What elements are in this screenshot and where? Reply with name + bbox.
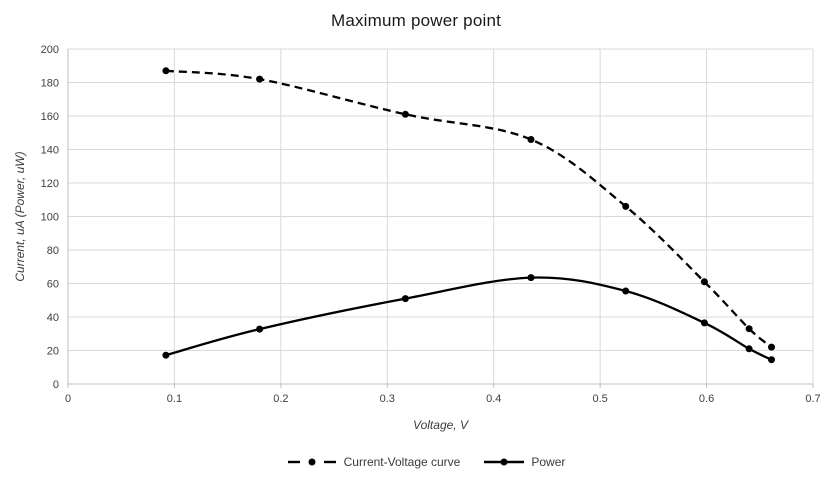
data-point-marker [768, 356, 775, 364]
data-point-marker [401, 110, 409, 118]
y-tick-label: 60 [47, 279, 59, 291]
legend: Current-Voltage curve Power [10, 451, 832, 473]
data-point-marker [162, 351, 170, 359]
x-tick-label: 0.2 [273, 393, 288, 405]
legend-label-current-voltage: Current-Voltage curve [343, 455, 461, 469]
x-tick-label: 0.1 [167, 393, 182, 405]
data-point-marker [700, 278, 708, 286]
y-tick-label: 180 [41, 78, 59, 90]
data-point-marker [401, 295, 409, 303]
y-tick-label: 100 [41, 212, 59, 224]
x-tick-label: 0.5 [592, 393, 607, 405]
x-tick-label: 0.6 [699, 393, 714, 405]
x-tick-label: 0 [65, 393, 71, 405]
series-line-0 [165, 69, 773, 349]
x-axis-title: Voltage, V [413, 418, 469, 432]
x-tick-label: 0.7 [805, 393, 820, 405]
data-point-marker [745, 325, 753, 333]
data-point-marker [527, 136, 535, 143]
series-line-1 [165, 276, 773, 361]
data-point-marker [162, 67, 170, 75]
data-point-marker [768, 343, 775, 351]
y-tick-label: 0 [53, 379, 59, 391]
y-tick-label: 40 [47, 312, 59, 324]
solid-line-marker-icon [484, 458, 525, 466]
legend-item-current-voltage[interactable]: Current-Voltage curve [287, 455, 461, 469]
x-tick-label: 0.4 [486, 393, 501, 405]
legend-item-power[interactable]: Power [484, 455, 565, 469]
y-axis-title: Current, uA (Power, uW) [13, 151, 27, 281]
legend-label-power: Power [531, 455, 566, 469]
data-point-marker [745, 345, 753, 353]
chart-title: Maximum power point [330, 11, 502, 30]
y-tick-label: 140 [41, 145, 59, 157]
plot-area: 0 20 40 60 80 100 120 140 160 180 200 0 0.1 0.2 0.3 0.4… [13, 44, 821, 432]
y-tick-label: 80 [47, 245, 59, 257]
y-tick-label: 20 [47, 346, 59, 358]
dashed-line-marker-icon [287, 458, 336, 466]
data-point-marker [700, 319, 708, 327]
x-tick-label: 0.3 [380, 393, 395, 405]
data-point-marker [256, 75, 264, 83]
y-tick-label: 120 [41, 178, 59, 190]
data-point-marker [256, 325, 264, 333]
y-tick-label: 200 [41, 44, 59, 56]
data-point-marker [527, 274, 535, 282]
data-point-marker [622, 202, 630, 210]
data-point-marker [622, 287, 630, 295]
y-tick-label: 160 [41, 111, 59, 123]
